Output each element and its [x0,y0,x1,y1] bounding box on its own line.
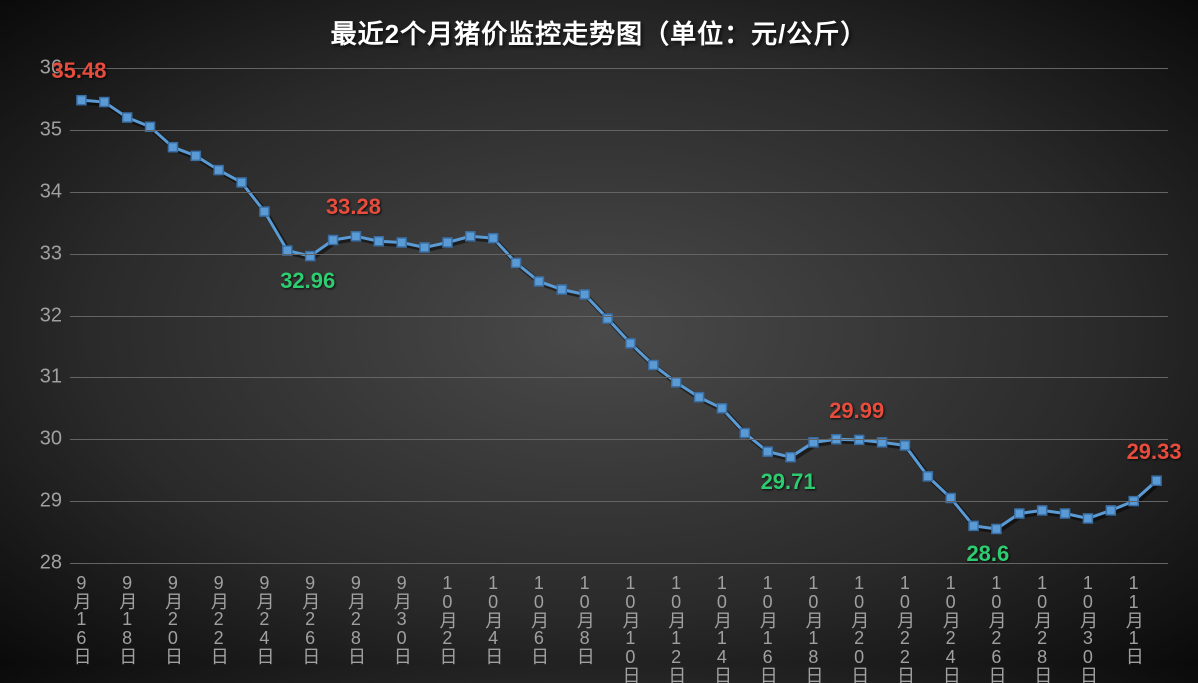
gridline [70,254,1168,255]
y-tick-label: 30 [40,428,62,451]
data-marker [1061,509,1070,518]
x-axis-labels: 9月16日 9月18日 9月20日 9月22日 9月24日 9月26日 9月28日 9月30日… [70,563,1168,663]
data-annotation: 32.96 [280,268,335,294]
data-marker [260,207,269,216]
data-marker [489,234,498,243]
y-tick-label: 32 [40,304,62,327]
data-marker [168,143,177,152]
data-marker [557,285,566,294]
y-tick-label: 35 [40,118,62,141]
x-tick-label: 9月16日 [68,573,94,664]
gridline [70,316,1168,317]
x-tick-label: 11月1日 [1121,573,1147,664]
x-tick-label: 10月22日 [892,573,918,683]
x-tick-label: 10月24日 [938,573,964,683]
data-annotation: 29.99 [829,398,884,424]
x-tick-label: 10月2日 [434,573,460,664]
gridline [70,68,1168,69]
y-tick-label: 28 [40,552,62,575]
data-marker [672,378,681,387]
data-annotation: 35.48 [51,58,106,84]
x-tick-label: 10月4日 [480,573,506,664]
data-marker [1083,514,1092,523]
gridline [70,192,1168,193]
data-marker [123,113,132,122]
data-marker [534,277,543,286]
data-marker [1106,506,1115,515]
data-marker [786,453,795,462]
gridline [70,439,1168,440]
y-tick-label: 29 [40,490,62,513]
data-marker [717,404,726,413]
data-marker [695,393,704,402]
data-marker [969,521,978,530]
data-marker [900,441,909,450]
x-tick-label: 10月20日 [846,573,872,683]
y-tick-label: 34 [40,180,62,203]
data-marker [763,447,772,456]
x-tick-label: 10月26日 [983,573,1009,683]
x-tick-label: 10月16日 [755,573,781,683]
x-tick-label: 10月30日 [1075,573,1101,683]
data-marker [626,339,635,348]
data-marker [443,238,452,247]
data-marker [1015,509,1024,518]
chart-title: 最近2个月猪价监控走势图（单位：元/公斤） [0,0,1198,51]
data-marker [740,429,749,438]
x-tick-label: 9月18日 [114,573,140,664]
x-tick-label: 10月6日 [526,573,552,664]
x-tick-label: 10月12日 [663,573,689,683]
data-marker [329,236,338,245]
data-marker [1038,506,1047,515]
gridline [70,501,1168,502]
data-marker [512,258,521,267]
gridline [70,130,1168,131]
x-tick-label: 9月30日 [389,573,415,664]
data-marker [649,361,658,370]
data-marker [992,524,1001,533]
data-marker [351,232,360,241]
data-marker [923,472,932,481]
x-tick-label: 10月8日 [572,573,598,664]
data-marker [100,98,109,107]
data-marker [466,232,475,241]
data-annotation: 29.71 [761,469,816,495]
data-marker [237,178,246,187]
data-marker [420,243,429,252]
plot-area: 28293031323334353635.4833.2832.9629.9929… [70,68,1168,563]
data-marker [1152,476,1161,485]
data-annotation: 33.28 [326,194,381,220]
data-marker [214,166,223,175]
x-tick-label: 10月18日 [800,573,826,683]
x-tick-label: 9月24日 [251,573,277,664]
gridline [70,377,1168,378]
x-tick-label: 10月10日 [617,573,643,683]
y-tick-label: 31 [40,366,62,389]
x-tick-label: 10月28日 [1029,573,1055,683]
data-marker [77,96,86,105]
x-tick-label: 9月22日 [206,573,232,664]
data-marker [397,238,406,247]
data-marker [374,237,383,246]
data-marker [191,151,200,160]
data-annotation: 29.33 [1127,439,1182,465]
x-tick-label: 9月28日 [343,573,369,664]
data-marker [580,290,589,299]
x-tick-label: 10月14日 [709,573,735,683]
x-tick-label: 9月20日 [160,573,186,664]
x-tick-label: 9月26日 [297,573,323,664]
chart-container: 最近2个月猪价监控走势图（单位：元/公斤） 282930313233343536… [0,0,1198,663]
y-tick-label: 33 [40,242,62,265]
